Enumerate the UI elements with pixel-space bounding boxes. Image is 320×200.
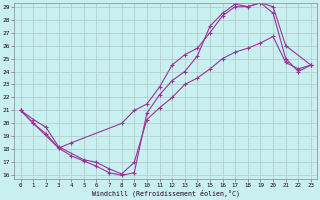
X-axis label: Windchill (Refroidissement éolien,°C): Windchill (Refroidissement éolien,°C): [92, 190, 240, 197]
